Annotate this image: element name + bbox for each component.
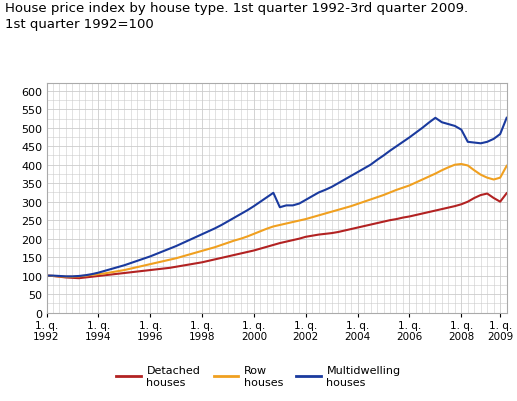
Detached
houses bbox=[205, 259, 211, 263]
Legend: Detached
houses, Row
houses, Multidwelling
houses: Detached houses, Row houses, Multidwelli… bbox=[112, 361, 405, 391]
Multidwelling
houses bbox=[432, 116, 438, 121]
Multidwelling
houses bbox=[63, 274, 69, 279]
Detached
houses bbox=[43, 273, 50, 278]
Detached
houses bbox=[160, 267, 166, 271]
Multidwelling
houses bbox=[309, 194, 315, 199]
Multidwelling
houses bbox=[504, 116, 510, 121]
Multidwelling
houses bbox=[361, 166, 367, 171]
Multidwelling
houses bbox=[115, 265, 121, 270]
Row
houses bbox=[478, 173, 484, 178]
Text: 1st quarter 1992=100: 1st quarter 1992=100 bbox=[5, 18, 154, 31]
Detached
houses bbox=[76, 276, 82, 281]
Line: Multidwelling
houses: Multidwelling houses bbox=[47, 119, 507, 277]
Line: Row
houses: Row houses bbox=[47, 164, 507, 277]
Row
houses bbox=[43, 273, 50, 278]
Row
houses bbox=[205, 247, 211, 252]
Detached
houses bbox=[361, 224, 367, 229]
Detached
houses bbox=[504, 191, 510, 196]
Row
houses bbox=[115, 269, 121, 274]
Row
houses bbox=[309, 215, 315, 220]
Row
houses bbox=[342, 206, 348, 211]
Row
houses bbox=[504, 164, 510, 169]
Row
houses bbox=[63, 275, 69, 279]
Line: Detached
houses: Detached houses bbox=[47, 194, 507, 278]
Multidwelling
houses bbox=[205, 229, 211, 234]
Multidwelling
houses bbox=[342, 178, 348, 182]
Detached
houses bbox=[115, 271, 121, 276]
Text: House price index by house type. 1st quarter 1992-3rd quarter 2009.: House price index by house type. 1st qua… bbox=[5, 2, 468, 15]
Detached
houses bbox=[309, 234, 315, 239]
Detached
houses bbox=[342, 229, 348, 233]
Multidwelling
houses bbox=[478, 142, 484, 146]
Row
houses bbox=[361, 200, 367, 205]
Row
houses bbox=[458, 162, 464, 167]
Multidwelling
houses bbox=[43, 273, 50, 278]
